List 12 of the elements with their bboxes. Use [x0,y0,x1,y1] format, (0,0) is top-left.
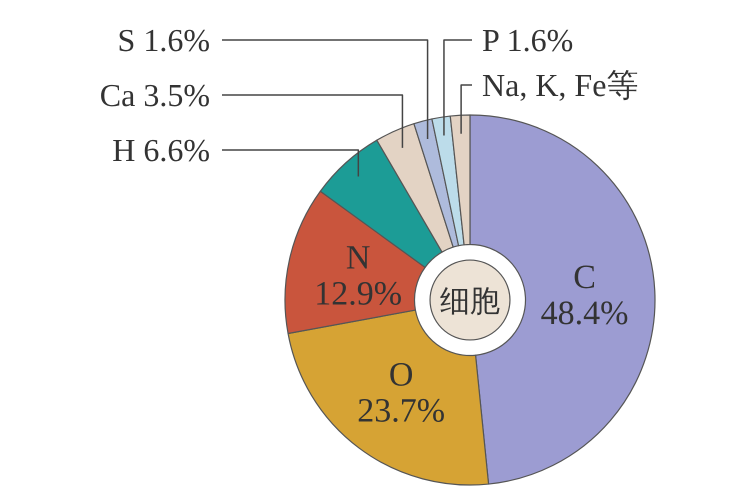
slice-label: N [346,240,370,277]
slice-label: P 1.6% [482,22,574,58]
data-label: 48.4% [540,295,628,332]
slice-label: C [573,259,596,296]
slice-label: O [388,356,414,394]
text: 细胞 [440,285,500,318]
slice-label: Na, K, Fe等 [482,67,638,103]
slice-label: Ca 3.5% [100,77,210,113]
data-label: 12.9% [314,276,402,313]
data-label: 23.7% [357,392,446,430]
slice-label: H 6.6% [112,132,210,168]
slice-label: S 1.6% [118,22,210,58]
